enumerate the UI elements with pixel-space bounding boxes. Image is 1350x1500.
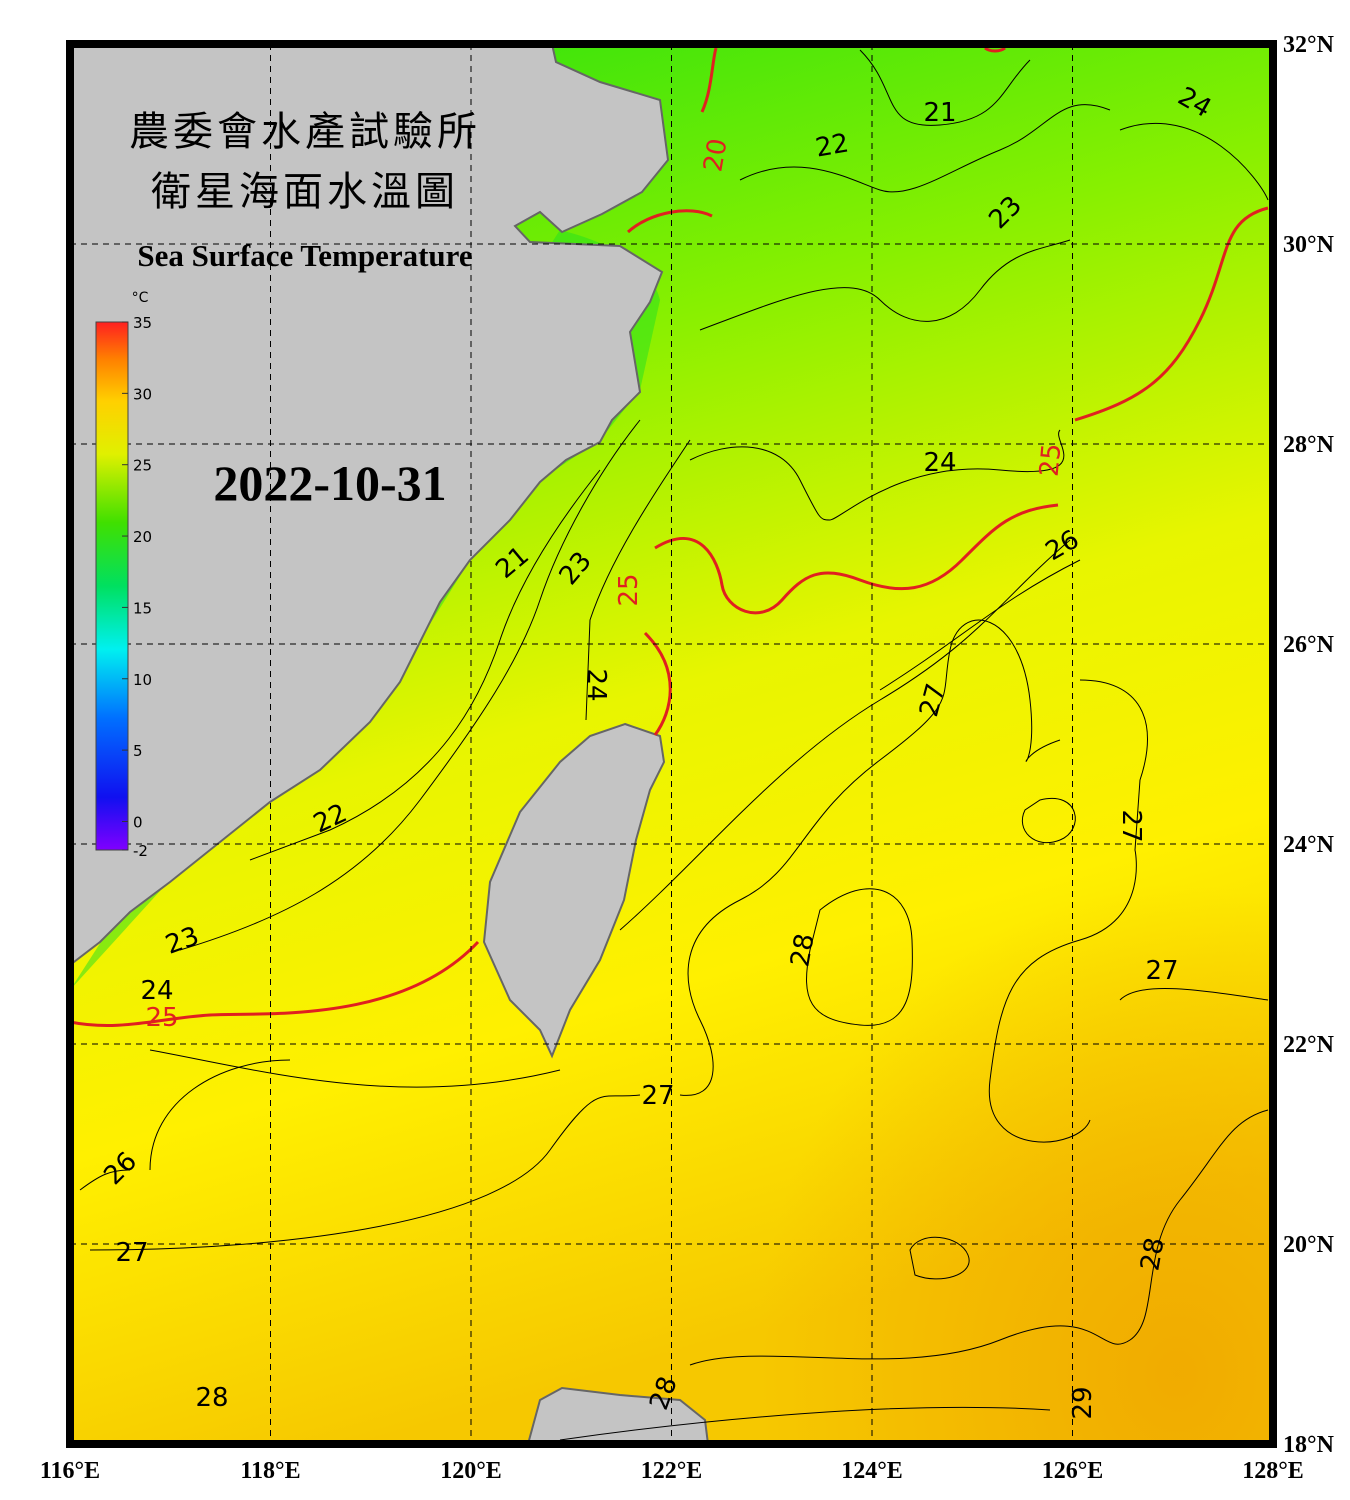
map-frame [66, 40, 1277, 1448]
lat-tick-label: 26°N [1283, 632, 1335, 658]
lon-tick-label: 116°E [40, 1458, 100, 1484]
isotherm-label: 27 [641, 1081, 674, 1111]
lon-tick-label: 128°E [1242, 1458, 1304, 1484]
land-taiwan [482, 722, 666, 1059]
isotherm-label: 25 [614, 573, 644, 606]
lat-tick-label: 18°N [1283, 1432, 1335, 1458]
colorbar-tick-label: -2 [133, 842, 148, 860]
isotherm-label: 20 [698, 136, 733, 174]
lat-tick-label: 22°N [1283, 1032, 1335, 1058]
lon-tick-label: 118°E [240, 1458, 300, 1484]
lon-tick-label: 124°E [841, 1458, 903, 1484]
colorbar-tick-label: 20 [133, 528, 152, 546]
colorbar-tick-label: 0 [133, 813, 143, 831]
axes: 116°E 118°E 120°E 122°E 124°E 126°E 128°E 32°N 3… [40, 32, 1335, 1484]
land-china [70, 44, 670, 967]
isotherm-label: 22 [813, 128, 851, 163]
title-zh-2: 衛星海面水溫圖 [151, 169, 459, 215]
colorbar-tick-label: 15 [133, 599, 152, 617]
date: 2022-10-31 [213, 455, 446, 511]
isotherm-label: 27 [1116, 809, 1146, 842]
isotherm-label: 24 [923, 448, 956, 478]
isotherm-25-20 [70, 46, 1269, 1028]
colorbar-tick-label: 35 [133, 314, 152, 332]
isotherm-label: 28 [1135, 1235, 1170, 1273]
isotherm-label: 28 [195, 1383, 228, 1413]
title-zh-1: 農委會水產試驗所 [129, 109, 481, 155]
isotherms [79, 49, 1269, 1441]
lon-tick-label: 122°E [641, 1458, 703, 1484]
isotherm-label: 21 [923, 98, 956, 128]
graticule [70, 44, 1273, 1444]
isotherm-label: 25 [1035, 442, 1068, 478]
isotherm-label: 24 [581, 668, 611, 701]
lat-tick-label: 24°N [1283, 832, 1335, 858]
colorbar-tick-label: 30 [133, 385, 152, 403]
lat-tick-label: 32°N [1283, 32, 1335, 58]
lat-tick-label: 30°N [1283, 232, 1335, 258]
isotherm-label: 25 [145, 1003, 178, 1033]
isotherm-label: 24 [140, 976, 173, 1006]
colorbar-unit: °C [132, 290, 149, 306]
title-en: Sea Surface Temperature [137, 238, 472, 273]
isotherm-label: 28 [785, 931, 820, 969]
isotherm-label: 27 [1145, 956, 1178, 986]
lon-tick-label: 126°E [1042, 1458, 1104, 1484]
lat-tick-label: 20°N [1283, 1232, 1335, 1258]
isotherm-label: 29 [1068, 1386, 1098, 1419]
colorbar-tick-label: 10 [133, 671, 152, 689]
colorbar [95, 321, 129, 851]
colorbar-tick-label: 5 [133, 742, 143, 760]
lon-tick-label: 120°E [440, 1458, 502, 1484]
colorbar-tick-label: 25 [133, 457, 152, 475]
isotherm-label: 27 [115, 1238, 148, 1268]
lat-tick-label: 28°N [1283, 432, 1335, 458]
